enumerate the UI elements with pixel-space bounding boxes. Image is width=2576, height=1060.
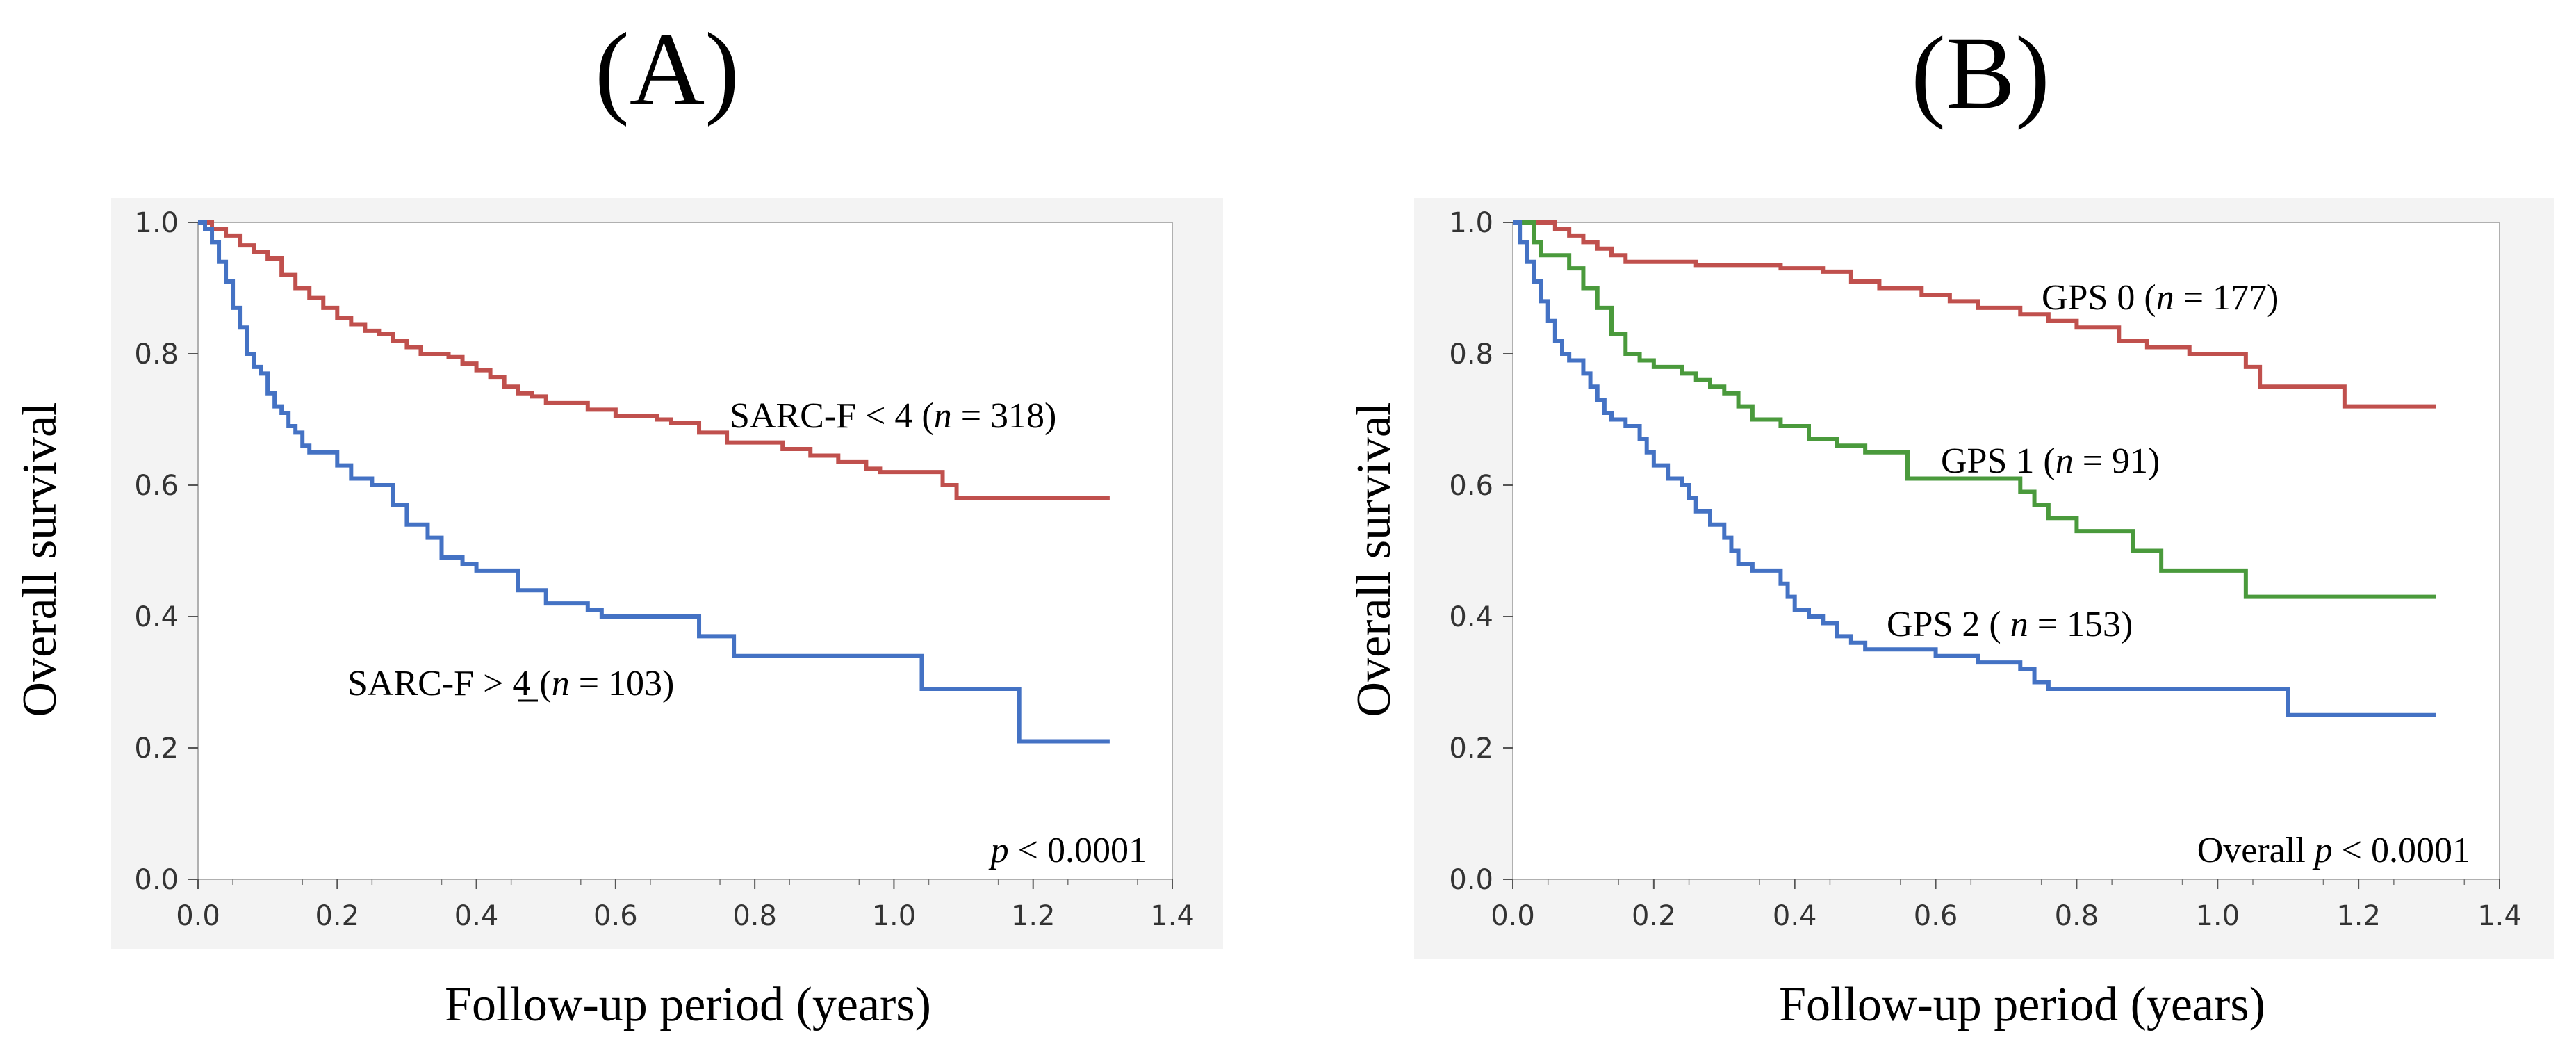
x-tick-label: 0.6 bbox=[593, 900, 638, 932]
survival-curve-2 bbox=[1513, 220, 2436, 717]
p-value-part: < 0.0001 bbox=[2333, 831, 2470, 870]
x-tick-label: 0.4 bbox=[454, 900, 499, 932]
label-part: = 318) bbox=[952, 396, 1057, 436]
y-tick-label: 0.4 bbox=[1449, 601, 1493, 633]
x-tick-label: 0.2 bbox=[1632, 900, 1676, 932]
series-label: SARC-F > 4 (n = 103) bbox=[347, 664, 674, 703]
label-part: = 91) bbox=[2074, 441, 2160, 481]
survival-curve-1 bbox=[198, 220, 1110, 744]
x-tick-label: 1.2 bbox=[2336, 900, 2381, 932]
panel-label: (A) bbox=[595, 12, 739, 127]
x-tick-label: 0.4 bbox=[1773, 900, 1817, 932]
x-tick-label: 1.0 bbox=[872, 900, 917, 932]
y-tick-label: 0.6 bbox=[134, 470, 179, 502]
label-part: GPS 2 ( bbox=[1887, 605, 2010, 644]
x-axis-title: Follow-up period (years) bbox=[1779, 978, 2265, 1032]
label-part: = 103) bbox=[570, 664, 675, 703]
y-axis-title: Overall survival bbox=[1347, 402, 1401, 717]
label-part: GPS 1 ( bbox=[1941, 441, 2056, 481]
y-tick-label: 0.4 bbox=[134, 601, 179, 633]
chart-panel-b: (B) 0.0 0.2 0.4 0.6 0.8 1.0 1.2 1.4 0.0 0.2 0.4 0.6 0… bbox=[1347, 15, 2554, 1032]
y-tick-label: 0.2 bbox=[1449, 733, 1493, 765]
series-label: GPS 2 ( n = 153) bbox=[1887, 605, 2133, 644]
p-value-part: Overall bbox=[2197, 831, 2315, 870]
panel-label: (B) bbox=[1911, 15, 2050, 131]
chart-panel-a: (A) 0.0 0.2 0.4 0.6 0.8 1.0 1.2 1.4 0.0 0.2 0.4 0.6 0… bbox=[13, 12, 1223, 1032]
survival-curve-0 bbox=[198, 220, 1110, 500]
x-tick-label: 1.4 bbox=[1150, 900, 1195, 932]
x-axis-title: Follow-up period (years) bbox=[445, 978, 931, 1032]
y-tick-label: 0.0 bbox=[134, 864, 179, 896]
label-part: n bbox=[2010, 605, 2028, 644]
y-tick-label: 1.0 bbox=[1449, 207, 1493, 239]
x-tick-label: 0.8 bbox=[2055, 900, 2099, 932]
y-tick-label: 1.0 bbox=[134, 207, 179, 239]
label-part: = 153) bbox=[2028, 605, 2133, 644]
label-part: n bbox=[934, 396, 952, 436]
x-tick-label: 1.2 bbox=[1011, 900, 1056, 932]
y-tick-label: 0.8 bbox=[1449, 339, 1493, 370]
label-part: = 177) bbox=[2174, 278, 2279, 318]
x-tick-label: 0.8 bbox=[732, 900, 777, 932]
series-label: SARC-F < 4 (n = 318) bbox=[730, 396, 1056, 436]
x-tick-label: 1.0 bbox=[2195, 900, 2240, 932]
survival-curve-1 bbox=[1513, 220, 2436, 599]
x-tick-label: 0.0 bbox=[1491, 900, 1535, 932]
series-label: GPS 0 (n = 177) bbox=[2042, 278, 2279, 318]
y-tick-label: 0.6 bbox=[1449, 470, 1493, 502]
p-value-annotation: p < 0.0001 bbox=[988, 831, 1147, 870]
plot-area bbox=[197, 222, 1173, 880]
label-part: SARC-F < 4 ( bbox=[730, 396, 934, 436]
x-tick-label: 1.4 bbox=[2477, 900, 2522, 932]
label-part: GPS 0 ( bbox=[2042, 278, 2156, 318]
label-part: n bbox=[2056, 441, 2074, 481]
p-value-part: p bbox=[2312, 831, 2333, 870]
y-axis-title: Overall survival bbox=[13, 402, 67, 717]
p-value-annotation: Overall p < 0.0001 bbox=[2197, 831, 2470, 870]
y-tick-label: 0.8 bbox=[134, 339, 179, 370]
series-label: GPS 1 (n = 91) bbox=[1941, 441, 2160, 481]
y-tick-label: 0.0 bbox=[1449, 864, 1493, 896]
p-value-part: p bbox=[988, 831, 1009, 870]
x-tick-label: 0.2 bbox=[315, 900, 359, 932]
x-tick-label: 0.6 bbox=[1914, 900, 1958, 932]
label-part: n bbox=[552, 664, 570, 703]
plot-area bbox=[1512, 222, 2500, 880]
label-part: SARC-F > 4 ( bbox=[347, 664, 552, 703]
x-tick-label: 0.0 bbox=[176, 900, 220, 932]
y-tick-label: 0.2 bbox=[134, 733, 179, 765]
survival-curve-0 bbox=[1513, 220, 2436, 409]
label-part: n bbox=[2156, 278, 2174, 318]
p-value-part: < 0.0001 bbox=[1009, 831, 1147, 870]
